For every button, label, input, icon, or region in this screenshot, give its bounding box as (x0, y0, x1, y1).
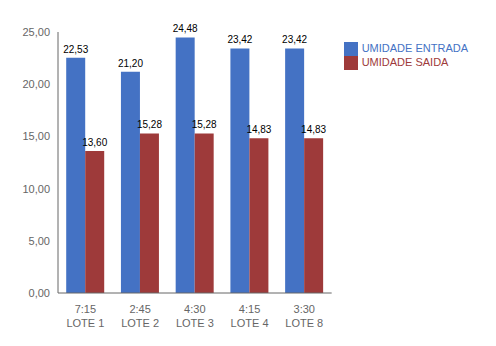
svg-text:15,28: 15,28 (137, 119, 162, 130)
svg-text:4:15LOTE 4: 4:15LOTE 4 (231, 303, 269, 329)
svg-text:14,83: 14,83 (246, 124, 271, 135)
html-text:UMIDADE ENTRADA: UMIDADE ENTRADA (361, 42, 468, 54)
svg-text:25,00: 25,00 (22, 26, 50, 38)
svg-text:10,00: 10,00 (22, 183, 50, 195)
svg-text:15,00: 15,00 (22, 130, 50, 142)
svg-text:14,83: 14,83 (301, 124, 326, 135)
svg-text:4:30LOTE 3: 4:30LOTE 3 (176, 303, 214, 329)
svg-text:20,00: 20,00 (22, 78, 50, 90)
svg-text:7:15LOTE 1: 7:15LOTE 1 (66, 303, 104, 329)
svg-text:3:30LOTE 8: 3:30LOTE 8 (285, 303, 323, 329)
html-text:UMIDADE SAIDA: UMIDADE SAIDA (361, 56, 449, 69)
svg-text:23,42: 23,42 (282, 34, 307, 45)
svg-text:22,53: 22,53 (63, 44, 88, 55)
svg-text:21,20: 21,20 (118, 58, 143, 69)
svg-text:23,42: 23,42 (227, 34, 252, 45)
svg-text:2:45LOTE 2: 2:45LOTE 2 (121, 303, 159, 329)
svg-text:5,00: 5,00 (29, 235, 50, 247)
svg-text:0,00: 0,00 (29, 287, 50, 299)
svg-text:15,28: 15,28 (192, 119, 217, 130)
svg-text:13,60: 13,60 (82, 137, 107, 148)
svg-text:24,48: 24,48 (173, 23, 198, 34)
